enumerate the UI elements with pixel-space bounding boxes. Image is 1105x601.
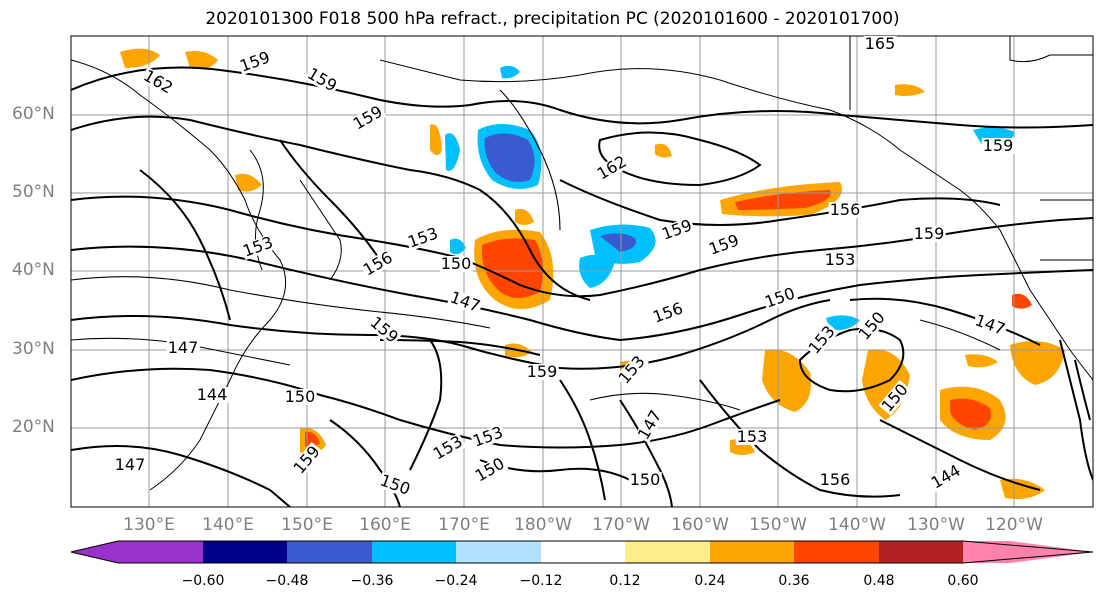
colorbar-segment <box>541 541 625 563</box>
pos-patch <box>1010 341 1065 385</box>
colorbar-segment <box>203 541 287 563</box>
colorbar-min-arrow <box>71 541 118 563</box>
colorbar-segment <box>625 541 710 563</box>
lon-label: 130°E <box>123 515 175 535</box>
pos-patch <box>235 173 262 192</box>
colorbar-tick: 0.48 <box>863 573 895 589</box>
contour-label: 150 <box>628 470 662 489</box>
contour-label: 150 <box>283 387 317 406</box>
lon-label: 170°E <box>438 515 490 535</box>
colorbar-segment <box>794 541 879 563</box>
pos-patch <box>965 354 998 368</box>
pos-patch <box>735 190 831 210</box>
pos-patch <box>895 84 925 96</box>
pos-patch <box>515 208 534 225</box>
pos-patch <box>950 398 991 430</box>
contour-label: 156 <box>828 200 862 219</box>
colorbar-tick: −0.60 <box>181 573 225 589</box>
pos-patch <box>185 51 218 69</box>
neg-patch <box>484 133 535 182</box>
colorbar-tick: −0.24 <box>434 573 478 589</box>
lon-label: 150°E <box>281 515 333 535</box>
colorbar-segment <box>118 541 203 563</box>
colorbar-tick: −0.36 <box>350 573 394 589</box>
lon-label: 140°W <box>828 515 886 535</box>
neg-patch <box>600 233 636 252</box>
lat-label: 30°N <box>12 339 55 359</box>
contour-label: 159 <box>981 136 1015 155</box>
colorbar-tick: −0.48 <box>265 573 309 589</box>
lon-label: 170°W <box>592 515 650 535</box>
lon-label: 120°W <box>985 515 1043 535</box>
contour-label: 159 <box>525 362 559 381</box>
colorbar-segment <box>879 541 963 563</box>
colorbar-segment <box>710 541 794 563</box>
colorbar-tick: 0.60 <box>947 573 979 589</box>
pos-patch <box>655 143 672 158</box>
pos-patch <box>1012 293 1032 309</box>
lon-label: 180°W <box>514 515 572 535</box>
colorbar-segment <box>456 541 541 563</box>
refractivity-contours <box>71 66 1093 507</box>
colorbar-tick: 0.24 <box>694 573 726 589</box>
contour-label: 159 <box>912 224 946 243</box>
neg-patch <box>500 65 520 79</box>
pos-patch <box>430 124 442 155</box>
contour-label: 153 <box>735 427 769 446</box>
colorbar-tick: 0.36 <box>778 573 810 589</box>
plot-frame <box>70 35 1094 508</box>
contour-label: 153 <box>823 250 857 269</box>
lat-label: 20°N <box>12 417 55 437</box>
lat-label: 60°N <box>12 104 55 124</box>
colorbar <box>70 540 1094 564</box>
lon-label: 140°E <box>202 515 254 535</box>
lat-label: 40°N <box>12 260 55 280</box>
colorbar-segment <box>372 541 456 563</box>
neg-patch <box>445 133 460 171</box>
pos-patch <box>481 238 544 299</box>
pos-patch <box>762 349 811 412</box>
colorbar-segment <box>287 541 372 563</box>
contour-label: 150 <box>439 254 473 273</box>
pos-patch <box>1000 478 1045 499</box>
lat-label: 50°N <box>12 182 55 202</box>
neg-patch <box>450 238 466 255</box>
contour-label: 165 <box>863 34 897 53</box>
colorbar-tick: −0.12 <box>519 573 563 589</box>
lon-label: 160°E <box>359 515 411 535</box>
chart-title: 2020101300 F018 500 hPa refract., precip… <box>205 9 900 29</box>
pos-patch <box>120 48 160 68</box>
lon-label: 160°W <box>671 515 729 535</box>
colorbar-max-arrow <box>963 541 1093 563</box>
lon-label: 150°W <box>749 515 807 535</box>
contour-label: 147 <box>166 338 200 357</box>
graticule <box>71 36 1093 507</box>
contour-label: 144 <box>195 385 229 404</box>
neg-patch <box>826 315 860 331</box>
contour-label: 147 <box>113 455 147 474</box>
colorbar-tick: 0.12 <box>609 573 641 589</box>
contour-label: 156 <box>818 470 852 489</box>
lon-label: 130°W <box>907 515 965 535</box>
